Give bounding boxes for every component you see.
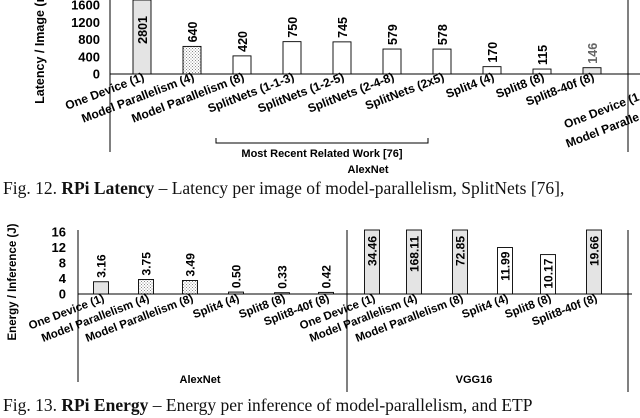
bar (406, 229, 422, 295)
bar (432, 48, 452, 75)
latency-chart: Latency / Image (ms) 1600120080040002801O… (33, 0, 640, 176)
bar (93, 281, 109, 295)
figure-12-caption: Fig. 12. RPi Latency – Latency per image… (3, 178, 564, 199)
y-tick-label: 16 (52, 225, 66, 240)
y-tick-label: 1600 (71, 0, 100, 13)
data-label: 34.46 (366, 236, 380, 266)
bracket-label: Most Recent Related Work [76] (241, 148, 403, 160)
data-label: 420 (236, 31, 250, 52)
group-label: AlexNet (348, 164, 389, 176)
bar (586, 229, 602, 295)
data-label: 745 (336, 17, 350, 38)
figure-13-caption: Fig. 13. RPi Energy – Energy per inferen… (3, 395, 532, 416)
bar (540, 254, 556, 295)
bar (282, 41, 302, 75)
bar (138, 279, 154, 295)
bar (532, 68, 552, 75)
figure-12-number: Fig. 12. (3, 178, 57, 198)
bar (332, 41, 352, 75)
y-tick-label: 1200 (71, 15, 100, 30)
y-tick-label: 400 (78, 49, 100, 64)
y-tick-label: 0 (59, 287, 66, 302)
data-label: 750 (286, 17, 300, 38)
group-label: VGG16 (456, 374, 493, 386)
data-label: 11.99 (499, 251, 513, 281)
bar (482, 66, 502, 75)
bar (274, 292, 290, 295)
data-label: 72.85 (454, 236, 468, 266)
data-label: 0.50 (230, 264, 244, 288)
data-label: 10.17 (542, 258, 556, 288)
bar (228, 291, 244, 295)
data-label: 3.16 (95, 254, 109, 278)
bar (382, 48, 402, 75)
bar (132, 0, 152, 75)
data-label: 3.75 (140, 252, 154, 276)
bar (582, 67, 602, 75)
data-label: 19.66 (588, 236, 602, 266)
category-label: Split4 (4) (191, 293, 241, 322)
data-label: 579 (386, 24, 400, 45)
bar (364, 229, 380, 295)
data-label: 0.42 (320, 265, 334, 289)
y-tick-label: 12 (52, 240, 66, 255)
data-label: 3.49 (184, 253, 198, 277)
data-label: 578 (436, 24, 450, 45)
y-tick-label: 0 (93, 67, 100, 82)
category-label: Split4 (4) (460, 293, 510, 322)
figure-12-title: RPi Latency (61, 178, 155, 198)
figure-13-number: Fig. 13. (3, 395, 57, 415)
bar (182, 45, 202, 75)
data-label: 115 (536, 45, 550, 65)
y-tick-label: 4 (59, 271, 67, 286)
related-work-bracket (215, 138, 429, 144)
y-tick-label: 8 (59, 256, 66, 271)
data-label: 168.11 (408, 236, 422, 272)
group-label: AlexNet (180, 374, 221, 386)
y-axis-label: Latency / Image (ms) (33, 0, 47, 104)
data-label: 640 (186, 21, 200, 42)
bar (318, 291, 334, 295)
data-label: 146 (586, 43, 600, 64)
figure-12-caption-text: – Latency per image of model-parallelism… (154, 178, 565, 198)
bar (452, 229, 468, 295)
data-label: 170 (486, 42, 500, 63)
bar (497, 247, 513, 295)
bar (182, 280, 198, 295)
data-label: 0.33 (276, 265, 290, 289)
bar (232, 55, 252, 75)
figure-13-caption-text: – Energy per inference of model-parallel… (148, 395, 533, 415)
data-label: 2801 (136, 16, 150, 44)
y-tick-label: 800 (78, 32, 100, 47)
figure-13-title: RPi Energy (61, 395, 149, 415)
y-axis-label: Energy / Inference (J) (7, 223, 19, 340)
